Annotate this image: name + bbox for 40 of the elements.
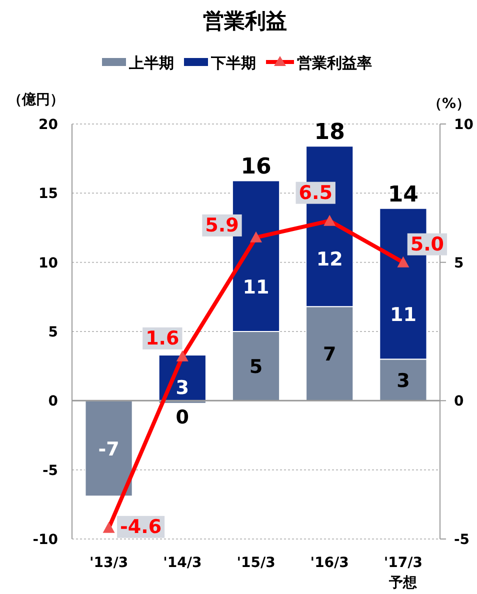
x-tick-label: '14/3 bbox=[163, 555, 202, 571]
data-label: -4.6 bbox=[120, 516, 162, 538]
y-tick-label: 15 bbox=[38, 186, 58, 202]
total-label: 18 bbox=[314, 120, 345, 146]
x-tick-label: '17/3 予想 bbox=[384, 555, 423, 591]
x-tick-label: '16/3 bbox=[310, 555, 349, 571]
data-label: 5 bbox=[249, 356, 263, 378]
y-axis-title: （億円） bbox=[8, 91, 64, 108]
y-tick-label: 10 bbox=[38, 255, 58, 272]
y-tick-label: -5 bbox=[42, 462, 58, 479]
data-label: 5.0 bbox=[410, 233, 444, 256]
y-tick-label: 20 bbox=[38, 117, 58, 133]
legend-label: 下半期 bbox=[210, 54, 256, 72]
data-label: 6.5 bbox=[298, 182, 332, 204]
data-label: 1.6 bbox=[146, 327, 180, 350]
data-label: 0 bbox=[176, 406, 190, 428]
y2-tick-label: 10 bbox=[454, 117, 474, 133]
y2-tick-label: 0 bbox=[454, 394, 464, 410]
chart-title: 営業利益 bbox=[203, 9, 287, 33]
y-tick-label: -10 bbox=[32, 532, 58, 548]
data-label: 5.9 bbox=[205, 214, 239, 236]
data-label: 7 bbox=[322, 344, 336, 366]
total-label: 16 bbox=[240, 154, 272, 180]
data-label: 3 bbox=[396, 370, 410, 392]
x-tick-label: '15/3 bbox=[236, 555, 276, 571]
total-label: 14 bbox=[388, 182, 419, 208]
legend-label: 営業利益率 bbox=[297, 54, 372, 72]
data-label: 11 bbox=[242, 276, 270, 298]
data-label: 12 bbox=[316, 248, 343, 270]
bar bbox=[84, 400, 133, 497]
y2-tick-label: -5 bbox=[454, 532, 470, 548]
data-label: -7 bbox=[98, 438, 120, 460]
y2-tick-label: 5 bbox=[454, 255, 464, 272]
y-tick-label: 0 bbox=[48, 394, 58, 410]
x-tick-label: '13/3 bbox=[89, 555, 128, 571]
y-tick-label: 5 bbox=[48, 324, 58, 340]
legend-label: 上半期 bbox=[128, 54, 174, 72]
data-label: 3 bbox=[176, 376, 190, 399]
y2-axis-title: （%） bbox=[428, 96, 470, 112]
data-label: 11 bbox=[390, 304, 416, 326]
